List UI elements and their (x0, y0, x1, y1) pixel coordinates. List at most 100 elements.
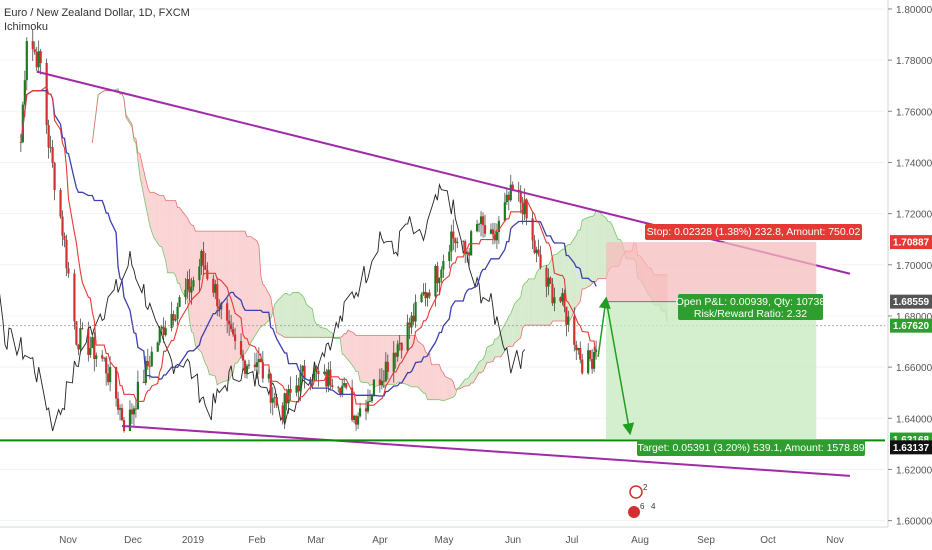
candle-body (481, 216, 485, 226)
candle-body (533, 240, 536, 253)
candle-body (198, 266, 201, 281)
candle-body (370, 395, 374, 402)
candle-body (230, 324, 233, 330)
candle-body (212, 278, 215, 293)
candle-body (341, 385, 344, 395)
candle-body (170, 314, 173, 329)
cloud-segment (584, 216, 591, 289)
cloud-segment (570, 235, 577, 321)
candle-body (315, 368, 318, 371)
cloud-segment (304, 299, 307, 338)
candle-body (81, 328, 84, 329)
cloud-segment (520, 286, 523, 338)
candle-body (438, 278, 441, 284)
cloud-segment (356, 335, 359, 372)
candle-body (61, 216, 64, 236)
candle-body (394, 352, 397, 357)
candle-body (448, 251, 451, 262)
candle-body (287, 389, 290, 404)
candle-body (410, 315, 413, 328)
cloud-segment (592, 215, 595, 284)
price-axis-label: 1.68000 (896, 312, 932, 323)
cloud-segment (360, 335, 363, 383)
cloud-segment (233, 231, 236, 374)
candle-body (345, 383, 348, 388)
candle-body (128, 409, 132, 431)
cloud-segment (568, 244, 571, 321)
target-zone[interactable] (606, 301, 817, 440)
candle-body (174, 318, 177, 321)
candle-body (114, 367, 118, 399)
cloud-segment (367, 335, 370, 386)
price-axis-label: 1.80000 (896, 5, 932, 16)
candle-body (579, 347, 582, 360)
candle-body (325, 371, 328, 387)
candle-body (351, 387, 354, 420)
candle-body (116, 398, 120, 410)
projection-arrow-up (597, 296, 611, 358)
candle-body (200, 251, 203, 267)
candle-body (565, 306, 568, 325)
candle-body (545, 267, 548, 287)
price-axis-label: 1.74000 (896, 158, 932, 169)
candle-body (146, 360, 149, 367)
candle-body (160, 326, 163, 329)
candle-body (380, 380, 383, 386)
candle-body (331, 385, 334, 387)
projection-arrow-down (605, 299, 635, 436)
event-marker[interactable] (629, 485, 643, 499)
candle-body (232, 329, 235, 335)
cloud-segment (362, 335, 368, 383)
candle-body (105, 357, 108, 374)
candle-body (553, 297, 556, 304)
cloud-segment (167, 200, 174, 273)
cloud-segment (596, 210, 599, 282)
candle-body (452, 231, 455, 239)
candle-body (358, 408, 362, 417)
cloud-segment (536, 269, 539, 326)
candle-body (226, 303, 229, 321)
cloud-segment (417, 341, 424, 394)
candle-body (495, 232, 499, 241)
candle-body (489, 229, 493, 234)
candle-body (392, 352, 395, 372)
cloud-segment (177, 207, 180, 284)
candle-body (247, 364, 251, 366)
candle-body (477, 223, 481, 225)
stop-zone[interactable] (606, 242, 817, 302)
candle-body (255, 362, 259, 368)
lower-trendline[interactable] (121, 424, 851, 477)
candle-body (466, 252, 469, 254)
candle-body (523, 199, 526, 215)
candle-body (547, 277, 550, 287)
cloud-segment (485, 347, 487, 368)
event-marker[interactable] (628, 506, 640, 518)
time-axis-label: Mar (307, 535, 325, 546)
upper-trendline[interactable] (36, 70, 851, 275)
candle-body (581, 359, 584, 374)
cloud-segment (576, 230, 579, 307)
candle-body (462, 241, 465, 243)
candle-body (436, 265, 439, 284)
candle-body (309, 378, 312, 382)
cloud-segment (149, 192, 152, 232)
candle-body (73, 273, 76, 322)
candle-body (136, 381, 139, 410)
cloud-segment (598, 210, 605, 279)
cloud-segment (492, 338, 495, 362)
cloud-segment (453, 382, 456, 398)
cloud-segment (429, 353, 432, 400)
candle-body (118, 408, 122, 410)
cloud-segment (415, 335, 418, 387)
price-axis-label: 1.76000 (896, 107, 932, 118)
candle-body (593, 352, 596, 369)
cloud-segment (246, 236, 249, 351)
candle-body (519, 190, 522, 203)
cloud-segment (409, 335, 412, 387)
candle-body (273, 397, 276, 399)
candle-body (130, 409, 134, 415)
candle-body (426, 292, 429, 299)
cloud-segment (437, 364, 440, 400)
